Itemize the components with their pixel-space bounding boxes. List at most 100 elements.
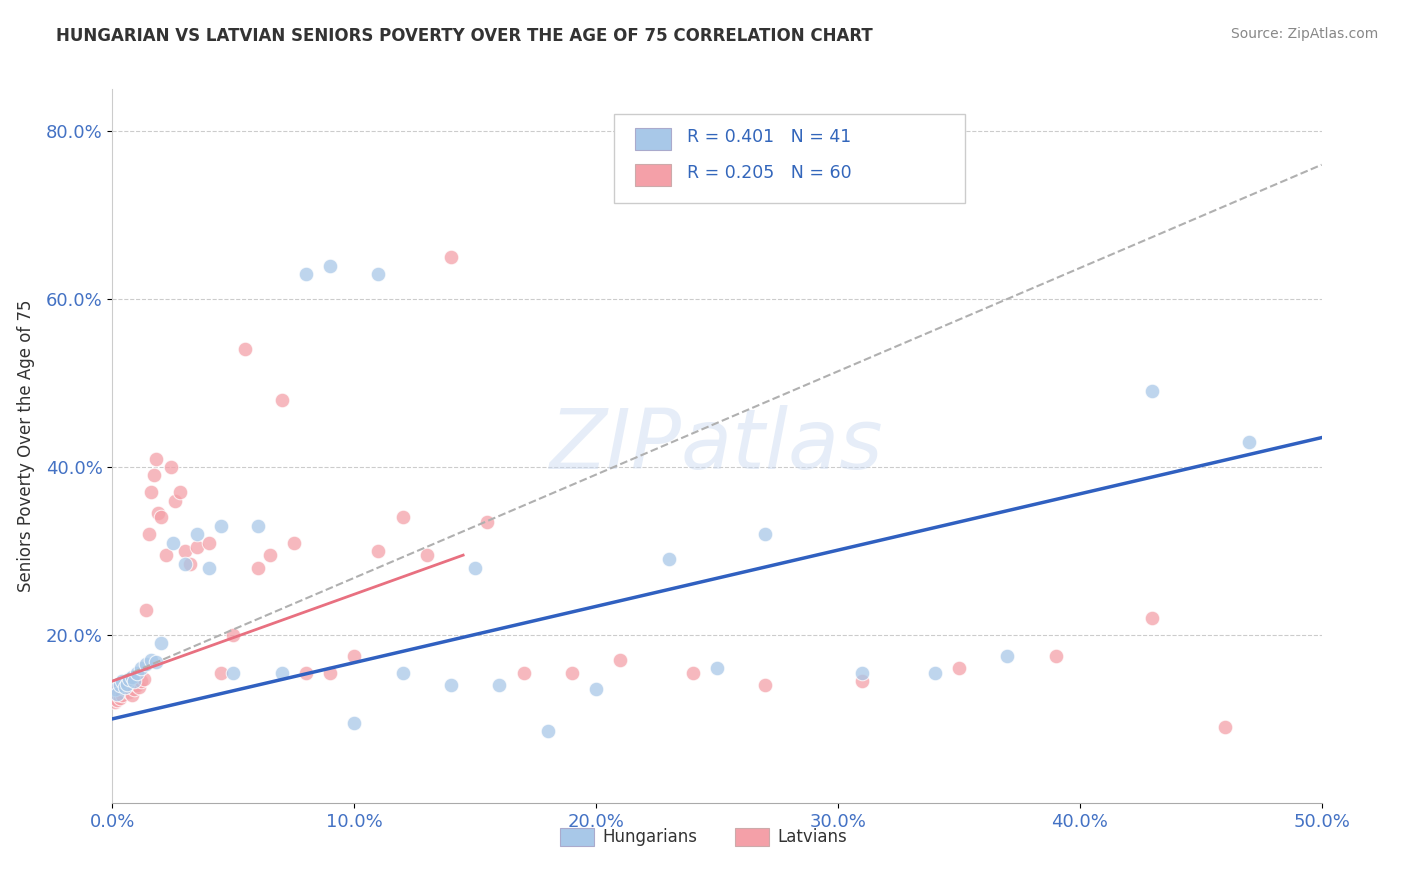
Point	[464, 560, 486, 574]
Point	[222, 628, 245, 642]
Point	[198, 560, 221, 574]
Point	[105, 689, 128, 703]
Point	[658, 552, 681, 566]
Point	[512, 665, 534, 680]
Point	[131, 674, 153, 689]
Point	[108, 687, 131, 701]
Point	[259, 548, 281, 562]
Point	[209, 665, 232, 680]
Point	[198, 535, 221, 549]
Point	[115, 680, 138, 694]
FancyBboxPatch shape	[614, 114, 965, 203]
Point	[122, 674, 145, 689]
Point	[149, 510, 172, 524]
Point	[105, 693, 128, 707]
Point	[148, 506, 170, 520]
Point	[283, 535, 305, 549]
Point	[561, 665, 583, 680]
Point	[295, 665, 318, 680]
Point	[105, 687, 128, 701]
FancyBboxPatch shape	[636, 128, 671, 150]
Point	[367, 544, 389, 558]
Point	[165, 493, 187, 508]
Point	[851, 665, 873, 680]
Point	[138, 527, 160, 541]
Point	[114, 678, 136, 692]
Point	[118, 672, 141, 686]
Point	[235, 343, 257, 357]
Point	[270, 665, 292, 680]
Point	[537, 724, 560, 739]
Point	[1045, 648, 1067, 663]
Point	[179, 557, 201, 571]
Point	[114, 680, 136, 694]
Point	[948, 661, 970, 675]
Text: HUNGARIAN VS LATVIAN SENIORS POVERTY OVER THE AGE OF 75 CORRELATION CHART: HUNGARIAN VS LATVIAN SENIORS POVERTY OVE…	[56, 27, 873, 45]
Point	[104, 690, 127, 705]
Point	[145, 451, 167, 466]
Point	[343, 648, 366, 663]
Point	[125, 678, 148, 692]
Point	[115, 676, 138, 690]
Point	[121, 670, 143, 684]
Point	[270, 392, 292, 407]
Point	[222, 665, 245, 680]
Point	[440, 250, 463, 264]
Point	[477, 515, 499, 529]
Point	[104, 682, 127, 697]
Point	[186, 527, 208, 541]
Point	[111, 685, 134, 699]
Point	[141, 653, 163, 667]
Point	[174, 557, 197, 571]
Point	[142, 468, 165, 483]
Point	[319, 665, 342, 680]
Point	[122, 682, 145, 697]
Point	[118, 685, 141, 699]
Text: Hungarians: Hungarians	[602, 828, 697, 846]
Point	[1237, 434, 1260, 449]
Point	[440, 678, 463, 692]
Point	[416, 548, 439, 562]
Point	[609, 653, 631, 667]
Text: ZIPatlas: ZIPatlas	[550, 406, 884, 486]
Point	[295, 267, 318, 281]
Point	[131, 661, 153, 675]
Point	[105, 682, 128, 697]
Point	[1213, 720, 1236, 734]
Point	[111, 689, 134, 703]
Point	[391, 510, 413, 524]
Point	[1142, 384, 1164, 399]
Point	[159, 460, 181, 475]
FancyBboxPatch shape	[636, 164, 671, 186]
Point	[706, 661, 728, 675]
Point	[319, 259, 342, 273]
Point	[162, 535, 184, 549]
Point	[135, 657, 157, 672]
Point	[367, 267, 389, 281]
Point	[125, 665, 148, 680]
Point	[141, 485, 163, 500]
Point	[155, 548, 177, 562]
Y-axis label: Seniors Poverty Over the Age of 75: Seniors Poverty Over the Age of 75	[17, 300, 35, 592]
Text: R = 0.205   N = 60: R = 0.205 N = 60	[686, 164, 852, 182]
Point	[754, 678, 776, 692]
Point	[108, 678, 131, 692]
Point	[209, 518, 232, 533]
Point	[851, 674, 873, 689]
Point	[149, 636, 172, 650]
Text: Source: ZipAtlas.com: Source: ZipAtlas.com	[1230, 27, 1378, 41]
Point	[391, 665, 413, 680]
Point	[169, 485, 191, 500]
Point	[104, 687, 127, 701]
Point	[246, 560, 269, 574]
Point	[174, 544, 197, 558]
Point	[186, 540, 208, 554]
FancyBboxPatch shape	[560, 828, 593, 846]
Point	[995, 648, 1018, 663]
Point	[121, 689, 143, 703]
Point	[108, 690, 131, 705]
Point	[682, 665, 704, 680]
Point	[246, 518, 269, 533]
Text: Latvians: Latvians	[778, 828, 848, 846]
Point	[104, 695, 127, 709]
